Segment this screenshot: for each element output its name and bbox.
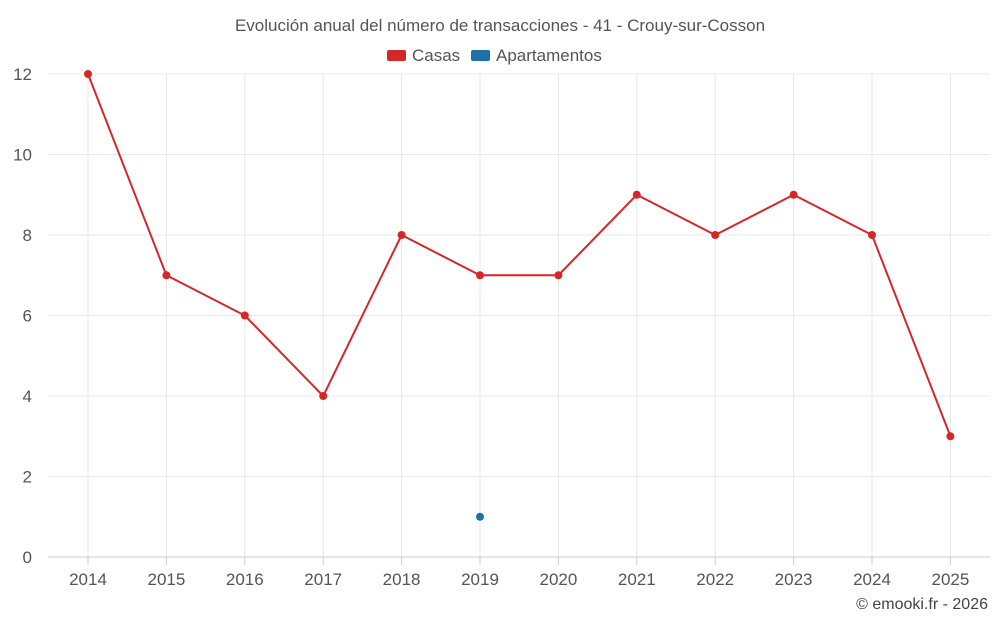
data-point-casas: [632, 190, 641, 199]
data-point-casas: [711, 231, 720, 239]
x-tick-label: 2017: [304, 570, 342, 589]
x-tick-label: 2018: [383, 570, 421, 589]
y-tick-label: 8: [23, 226, 32, 245]
data-point-casas: [162, 271, 171, 280]
x-tick-label: 2025: [931, 570, 969, 589]
data-point-casas: [554, 271, 563, 280]
x-tick-label: 2022: [696, 570, 734, 589]
data-point-casas: [476, 271, 484, 280]
y-tick-label: 10: [13, 146, 32, 165]
data-point-casas: [397, 231, 406, 239]
series-line-casas: [87, 73, 952, 437]
y-axis-ticks: 0 2 4 6 8 10 12: [13, 65, 32, 567]
data-point-casas: [84, 70, 92, 78]
legend-swatch-casas: [387, 50, 406, 61]
legend-item-casas[interactable]: Casas: [387, 46, 460, 65]
legend-swatch-apartamentos: [471, 50, 490, 61]
chart-title: Evolución anual del número de transaccio…: [235, 16, 765, 35]
x-tick-label: 2024: [853, 570, 891, 589]
data-point-apartamentos: [476, 512, 484, 521]
y-tick-label: 4: [23, 387, 32, 406]
y-tick-label: 6: [23, 307, 32, 326]
data-point-casas: [868, 231, 876, 239]
legend: Casas Apartamentos: [387, 46, 602, 65]
x-axis-ticks: 2014 2015 2016 2017 2018 2019 2020 2021 2022 2023…: [69, 557, 969, 589]
data-point-casas: [789, 190, 798, 199]
y-tick-label: 0: [23, 548, 32, 567]
data-point-casas: [240, 311, 249, 320]
x-tick-label: 2015: [147, 570, 185, 589]
grid: [48, 73, 990, 557]
data-point-casas: [319, 392, 328, 400]
x-tick-label: 2014: [69, 570, 107, 589]
x-tick-label: 2021: [618, 570, 656, 589]
legend-label-casas: Casas: [412, 46, 460, 65]
y-tick-label: 2: [23, 468, 32, 487]
credit-text: © emooki.fr - 2026: [856, 596, 988, 613]
x-tick-label: 2019: [461, 570, 499, 589]
x-tick-label: 2020: [539, 570, 577, 589]
legend-item-apartamentos[interactable]: Apartamentos: [471, 46, 602, 65]
y-tick-label: 12: [13, 65, 32, 84]
data-point-casas: [946, 432, 955, 441]
x-tick-label: 2023: [775, 570, 813, 589]
legend-label-apartamentos: Apartamentos: [496, 46, 602, 65]
series: [84, 70, 955, 521]
x-tick-label: 2016: [226, 570, 264, 589]
